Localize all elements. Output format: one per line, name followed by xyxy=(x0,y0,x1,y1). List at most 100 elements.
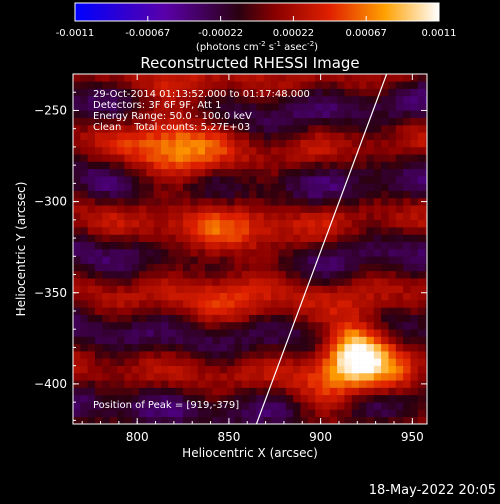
heatmap-cell xyxy=(183,409,191,418)
heatmap-cell xyxy=(175,74,184,82)
heatmap-cell xyxy=(417,95,426,104)
heatmap-cell xyxy=(300,402,309,410)
heatmap-cell xyxy=(249,343,257,352)
heatmap-cell xyxy=(410,234,419,243)
heatmap-cell xyxy=(190,176,199,184)
heatmap-cell xyxy=(344,358,353,366)
heatmap-cell xyxy=(344,402,353,410)
heatmap-cell xyxy=(285,197,294,206)
heatmap-cell xyxy=(109,103,118,111)
heatmap-cell xyxy=(395,300,404,308)
heatmap-cell xyxy=(190,380,199,388)
heatmap-cell xyxy=(410,256,419,264)
heatmap-cell xyxy=(388,219,397,228)
heatmap-cell xyxy=(425,358,427,366)
heatmap-cell xyxy=(337,402,345,410)
heatmap-cell xyxy=(241,249,250,257)
heatmap-cell xyxy=(388,154,397,162)
heatmap-cell xyxy=(234,278,243,286)
heatmap-cell xyxy=(183,394,191,403)
heatmap-cell xyxy=(102,256,110,264)
heatmap-cell xyxy=(425,176,427,184)
heatmap-cell xyxy=(403,88,411,97)
heatmap-cell xyxy=(395,205,404,213)
heatmap-cell xyxy=(241,278,250,286)
heatmap-cell xyxy=(241,139,250,148)
heatmap-cell xyxy=(95,197,103,206)
heatmap-cell xyxy=(139,300,147,308)
heatmap-cell xyxy=(102,161,110,170)
heatmap-cell xyxy=(124,372,132,381)
heatmap-cell xyxy=(161,197,169,206)
heatmap-cell xyxy=(175,402,184,410)
heatmap-cell xyxy=(197,416,206,424)
heatmap-cell xyxy=(168,387,177,396)
heatmap-cell xyxy=(80,139,88,148)
heatmap-cell xyxy=(315,270,323,279)
heatmap-cell xyxy=(403,74,411,82)
heatmap-cell xyxy=(322,125,331,133)
heatmap-cell xyxy=(300,241,309,250)
heatmap-cell xyxy=(87,227,96,235)
heatmap-cell xyxy=(293,146,301,155)
heatmap-cell xyxy=(183,132,191,140)
heatmap-cell xyxy=(153,321,162,330)
heatmap-cell xyxy=(131,176,140,184)
heatmap-cell xyxy=(80,351,88,359)
heatmap-cell xyxy=(388,372,397,381)
heatmap-cell xyxy=(234,402,243,410)
heatmap-cell xyxy=(168,161,177,170)
heatmap-cell xyxy=(227,409,235,418)
heatmap-cell xyxy=(351,234,360,243)
heatmap-cell xyxy=(403,197,411,206)
heatmap-cell xyxy=(190,263,199,272)
heatmap-cell xyxy=(271,314,279,323)
heatmap-cell xyxy=(168,183,177,191)
heatmap-cell xyxy=(124,176,132,184)
heatmap-cell xyxy=(307,103,316,111)
heatmap-cell xyxy=(322,95,331,104)
heatmap-cell xyxy=(351,365,360,374)
heatmap-cell xyxy=(249,336,257,345)
heatmap-cell xyxy=(278,394,287,403)
heatmap-cell xyxy=(131,205,140,213)
heatmap-cell xyxy=(271,351,279,359)
heatmap-cell xyxy=(227,336,235,345)
colorbar-tick-label: -0.0011 xyxy=(56,28,95,39)
heatmap-cell xyxy=(278,139,287,148)
heatmap-cell xyxy=(395,307,404,315)
heatmap-cell xyxy=(322,416,331,424)
heatmap-cell xyxy=(373,139,382,148)
heatmap-cell xyxy=(183,321,191,330)
heatmap-cell xyxy=(219,146,228,155)
heatmap-cell xyxy=(109,249,118,257)
heatmap-cell xyxy=(139,402,147,410)
heatmap-cell xyxy=(234,197,243,206)
heatmap-cell xyxy=(344,197,353,206)
heatmap-cell xyxy=(227,139,235,148)
heatmap-cell xyxy=(183,416,191,424)
heatmap-cell xyxy=(131,139,140,148)
heatmap-cell xyxy=(410,88,419,97)
heatmap-cell xyxy=(337,132,345,140)
heatmap-cell xyxy=(271,183,279,191)
heatmap-cell xyxy=(395,227,404,235)
heatmap-cell xyxy=(278,176,287,184)
heatmap-cell xyxy=(212,110,221,119)
heatmap-cell xyxy=(278,227,287,235)
heatmap-cell xyxy=(410,394,419,403)
heatmap-cell xyxy=(80,95,88,104)
heatmap-cell xyxy=(241,227,250,235)
heatmap-cell xyxy=(212,125,221,133)
heatmap-cell xyxy=(161,227,169,235)
heatmap-cell xyxy=(175,190,184,199)
heatmap-cell xyxy=(219,285,228,294)
heatmap-cell xyxy=(410,205,419,213)
heatmap-cell xyxy=(403,183,411,191)
heatmap-cell xyxy=(219,394,228,403)
chart-title: Reconstructed RHESSI Image xyxy=(140,54,359,72)
heatmap-cell xyxy=(175,132,184,140)
heatmap-cell xyxy=(102,351,110,359)
heatmap-cell xyxy=(124,307,132,315)
heatmap-cell xyxy=(256,270,265,279)
